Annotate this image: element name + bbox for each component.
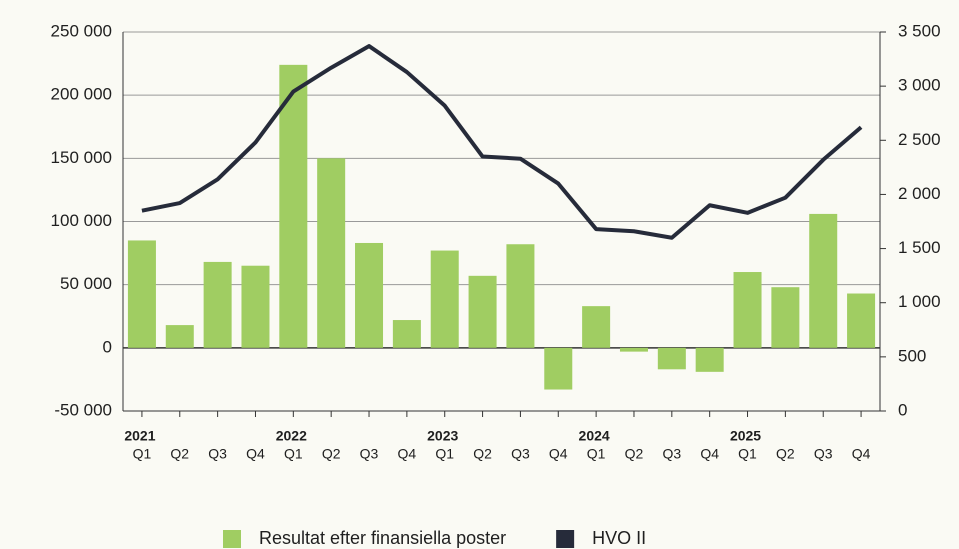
bar — [392, 320, 421, 348]
y-tick-label: 50 000 — [60, 274, 112, 293]
y-tick-label: 0 — [103, 337, 112, 356]
bar — [279, 64, 308, 348]
x-tick-label: Q2 — [322, 446, 341, 462]
y2-tick-label: 3 500 — [898, 21, 941, 40]
y2-tick-label: 2 500 — [898, 130, 941, 149]
x-tick-label: Q2 — [776, 446, 795, 462]
bar — [165, 325, 194, 348]
bar — [317, 158, 346, 348]
y-tick-label: -50 000 — [54, 400, 112, 419]
year-label: 2022 — [276, 428, 307, 444]
bar — [582, 306, 611, 348]
x-tick-label: Q3 — [511, 446, 530, 462]
x-tick-label: Q3 — [360, 446, 379, 462]
x-tick-label: Q2 — [473, 446, 492, 462]
line — [141, 44, 863, 240]
x-tick-label: Q4 — [549, 446, 568, 462]
x-tick-label: Q4 — [700, 446, 719, 462]
bar — [619, 347, 648, 352]
legend-swatch — [556, 530, 575, 548]
bar — [430, 250, 459, 348]
x-tick-label: Q1 — [284, 446, 303, 462]
year-label: 2025 — [730, 428, 761, 444]
bar — [847, 293, 876, 348]
legend-swatch — [223, 530, 241, 548]
x-tick-label: Q4 — [246, 446, 265, 462]
x-tick-label: Q3 — [662, 446, 681, 462]
bar — [468, 275, 497, 348]
y2-tick-label: 1 500 — [898, 238, 941, 257]
x-tick-label: Q4 — [398, 446, 417, 462]
x-tick-label: Q2 — [625, 446, 644, 462]
legend-label: HVO II — [592, 528, 646, 548]
bar — [506, 244, 535, 348]
y2-tick-label: 3 000 — [898, 76, 941, 95]
x-tick-label: Q3 — [814, 446, 833, 462]
y-tick-label: 250 000 — [51, 21, 112, 40]
y-tick-label: 100 000 — [51, 211, 112, 230]
year-label: 2023 — [427, 428, 458, 444]
x-tick-label: Q4 — [852, 446, 871, 462]
bar — [809, 213, 838, 348]
y-tick-label: 150 000 — [51, 148, 112, 167]
year-label: 2021 — [124, 428, 155, 444]
year-label: 2024 — [579, 428, 610, 444]
legend-label: Resultat efter finansiella poster — [259, 528, 506, 548]
bar — [127, 240, 156, 348]
bar — [203, 261, 232, 348]
y2-tick-label: 2 000 — [898, 184, 941, 203]
bar — [241, 265, 270, 348]
y-tick-label: 200 000 — [51, 85, 112, 104]
x-tick-label: Q3 — [208, 446, 227, 462]
x-tick-label: Q1 — [587, 446, 606, 462]
bar — [771, 287, 800, 348]
x-tick-label: Q1 — [435, 446, 454, 462]
bar — [733, 272, 762, 348]
bar — [695, 347, 724, 372]
x-tick-label: Q2 — [170, 446, 189, 462]
x-tick-label: Q1 — [738, 446, 757, 462]
x-tick-label: Q1 — [133, 446, 152, 462]
y2-tick-label: 500 — [898, 346, 926, 365]
y2-tick-label: 1 000 — [898, 292, 941, 311]
y2-tick-label: 0 — [898, 400, 907, 419]
bar — [657, 347, 686, 370]
bar — [355, 242, 384, 348]
bar — [544, 347, 573, 390]
